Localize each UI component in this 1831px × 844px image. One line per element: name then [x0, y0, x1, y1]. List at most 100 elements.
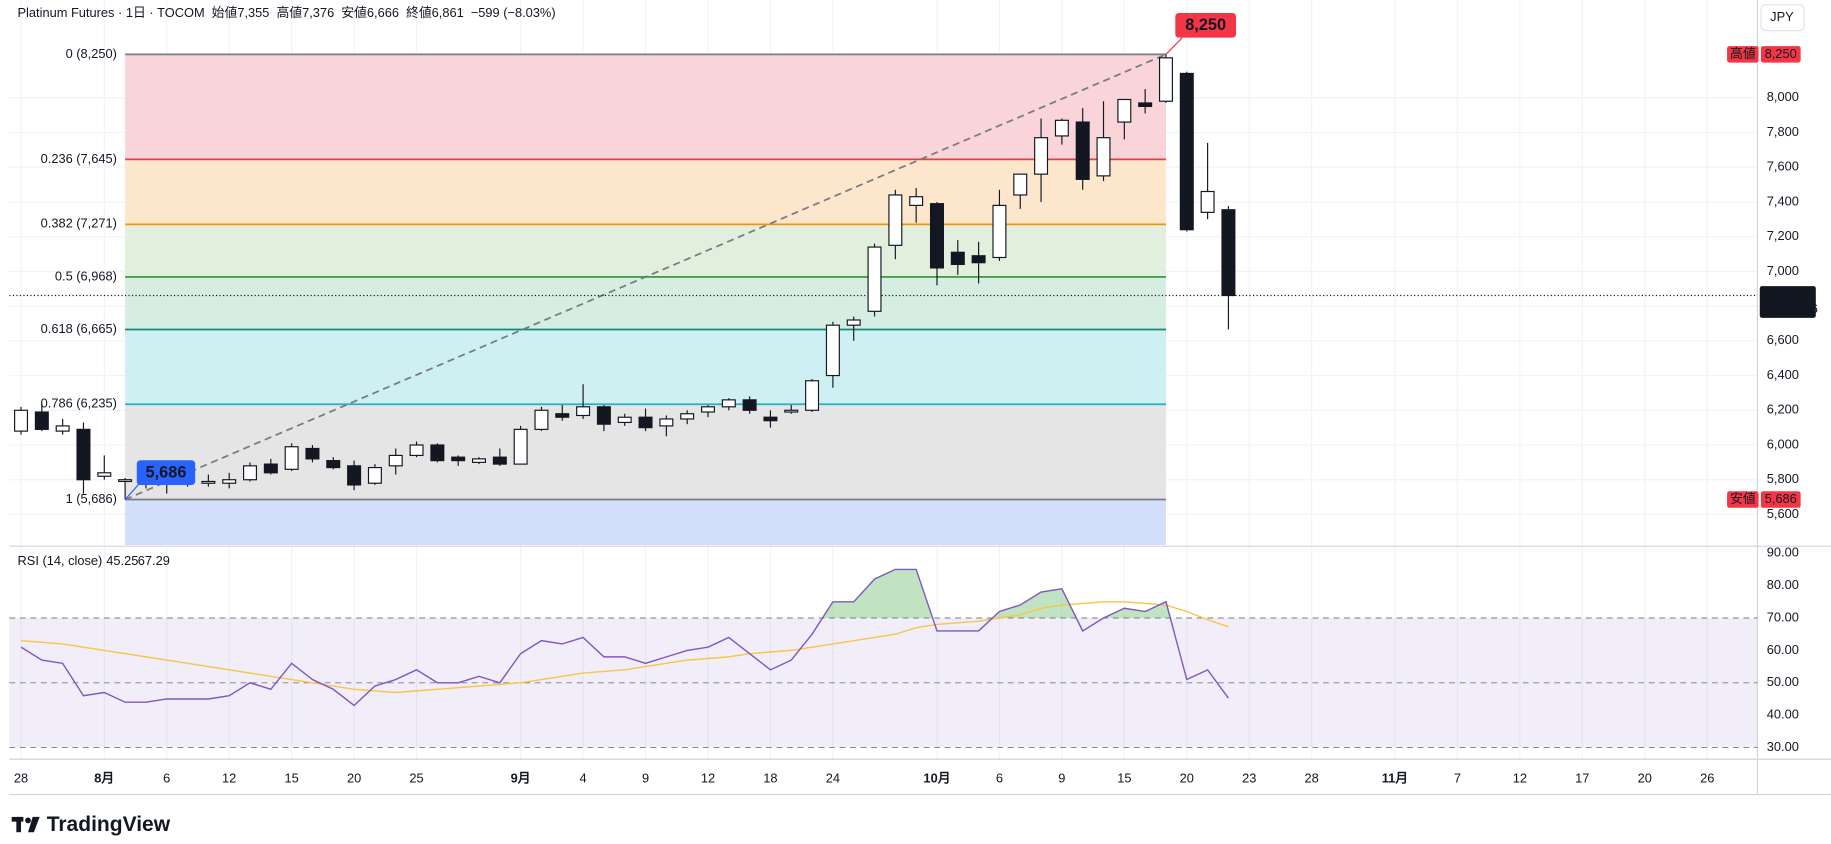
change: −599 (−8.03%): [471, 5, 556, 20]
candle-body: [888, 194, 903, 246]
x-tick-label: 10月: [923, 771, 950, 786]
x-tick-label: 20: [1638, 771, 1652, 786]
candle-body: [846, 319, 861, 326]
y-tick-label: 6,600: [1767, 332, 1799, 347]
candle-body: [992, 204, 1007, 259]
candle-body: [305, 447, 320, 460]
candle-body: [326, 460, 341, 469]
candle-body: [867, 246, 882, 312]
x-tick-label: 12: [1513, 771, 1527, 786]
high-marker-label: 8,250: [1185, 16, 1226, 34]
x-tick-label: 7: [1454, 771, 1461, 786]
rsi-legend-value: 45.25: [106, 553, 138, 568]
candle-body: [680, 413, 695, 420]
x-tick-label: 28: [14, 771, 28, 786]
y-tick-label: 5,800: [1767, 471, 1799, 486]
price-tag-box: [1760, 491, 1801, 508]
x-tick-label: 12: [701, 771, 715, 786]
price-tag-label: 5,686: [1765, 491, 1797, 506]
x-tick-label: 20: [1180, 771, 1194, 786]
candle-body: [14, 409, 29, 432]
fib-label: 0.618 (6,665): [41, 321, 117, 336]
candle-body: [929, 203, 944, 269]
candle-body: [513, 428, 528, 465]
candle-body: [1096, 137, 1111, 177]
low-marker-box: [136, 460, 196, 485]
price-tag-box: [1760, 46, 1801, 63]
candle-body: [763, 416, 778, 422]
candle-body: [367, 466, 382, 484]
fib-label: 0.5 (6,968): [55, 268, 117, 283]
fib-zone: [125, 54, 1166, 160]
x-tick-label: 15: [285, 771, 299, 786]
candle-body: [201, 480, 216, 484]
candle-body: [721, 399, 736, 408]
rsi-legend-value: 67.29: [138, 553, 170, 568]
candle-body: [805, 380, 820, 411]
candle-body: [596, 406, 611, 425]
rsi-tick-label: 40.00: [1767, 707, 1799, 722]
fib-zone: [125, 224, 1166, 277]
candle-body: [1054, 119, 1069, 137]
fib-trend-line: [124, 53, 1167, 501]
candle-body: [534, 409, 549, 430]
x-tick-label: 11月: [1382, 771, 1408, 786]
candle-body: [284, 446, 299, 470]
x-tick-label: 6: [163, 771, 170, 786]
candle-body: [222, 479, 237, 484]
price-tag-name: 高値: [1730, 46, 1756, 61]
fib-zone: [125, 159, 1166, 225]
rsi-tick-label: 70.00: [1767, 609, 1799, 624]
candle-body: [243, 465, 258, 481]
fib-label: 0 (8,250): [66, 46, 117, 61]
close-label: 終値: [406, 5, 432, 20]
price-tag-label: 8,250: [1765, 46, 1797, 61]
y-tick-label: 7,200: [1767, 228, 1799, 243]
candle-body: [825, 324, 840, 377]
x-tick-label: 24: [826, 771, 840, 786]
x-tick-label: 9: [642, 771, 649, 786]
high: 7,376: [302, 5, 334, 20]
currency-button[interactable]: [1760, 4, 1805, 32]
candle-body: [1138, 102, 1153, 108]
y-tick-label: 7,400: [1767, 193, 1799, 208]
close: 6,861: [432, 5, 464, 20]
candle-body: [1200, 190, 1215, 213]
candle-body: [555, 413, 570, 418]
rsi-tick-label: 90.00: [1767, 545, 1799, 560]
rsi-tick-label: 60.00: [1767, 642, 1799, 657]
x-tick-label: 6: [996, 771, 1003, 786]
logo-slash: [28, 816, 40, 833]
y-tick-label: 6,400: [1767, 367, 1799, 382]
candle-body: [388, 454, 403, 467]
symbol: Platinum Futures · 1日 · TOCOM: [18, 5, 205, 20]
y-tick-label: 6,000: [1767, 436, 1799, 451]
candle-body: [971, 255, 986, 264]
candle-body: [1158, 57, 1173, 102]
candle-body: [97, 472, 112, 477]
candle-body: [263, 463, 278, 474]
candle-body: [451, 456, 466, 462]
open-label: 始値: [212, 5, 238, 20]
x-tick-label: 12: [222, 771, 236, 786]
countdown: 05:32:26: [1768, 301, 1818, 316]
fib-label: 0.786 (6,235): [41, 396, 117, 411]
x-tick-label: 9月: [511, 771, 531, 786]
x-tick-label: 18: [763, 771, 777, 786]
brand-logo: [11, 816, 40, 833]
logo-dot: [25, 817, 31, 824]
high-label: 高値: [276, 5, 302, 20]
x-tick-label: 15: [1117, 771, 1131, 786]
x-tick-label: 17: [1575, 771, 1589, 786]
currency[interactable]: JPY: [1770, 9, 1794, 24]
low-marker-label: 5,686: [146, 463, 187, 481]
candle-body: [1179, 72, 1194, 231]
fib-zone: [125, 329, 1166, 405]
candle-body: [784, 409, 799, 413]
candle-body: [409, 444, 424, 457]
x-tick-label: 20: [347, 771, 361, 786]
x-tick-label: 23: [1242, 771, 1256, 786]
candle-body: [909, 196, 924, 206]
y-tick-label: 6,200: [1767, 402, 1799, 417]
